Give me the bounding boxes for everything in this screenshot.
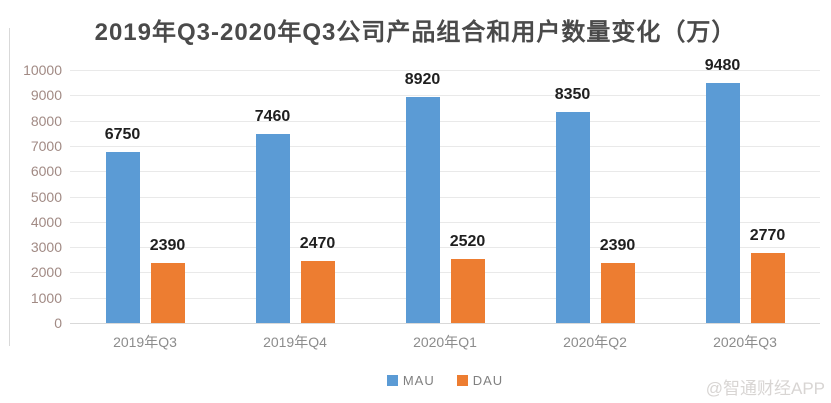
mau-value-label: 7460 (254, 108, 291, 126)
gridline (70, 145, 820, 147)
dau-bar: 2520 (450, 233, 485, 323)
dau-value-label: 2390 (599, 236, 636, 254)
y-tick-label: 5000 (30, 188, 62, 205)
x-axis: 2019年Q3 2019年Q4 2020年Q1 2020年Q2 2020年Q3 (70, 332, 820, 352)
gridline (70, 95, 820, 97)
bar-group: 9480 2770 (670, 57, 820, 323)
x-tick-label: 2019年Q3 (113, 334, 177, 350)
x-tick-label: 2020年Q2 (563, 334, 627, 350)
legend-label: DAU (472, 373, 504, 388)
y-axis: 0 1000 2000 3000 4000 5000 6000 7000 8000 9000 100… (0, 62, 62, 331)
bar-group: 6750 2390 (70, 70, 220, 323)
mau-bar: 6750 (105, 126, 140, 323)
y-tick-label: 9000 (30, 87, 62, 104)
dau-value-label: 2520 (449, 233, 486, 251)
y-tick-label: 4000 (30, 213, 62, 230)
gridline (70, 221, 820, 223)
y-tick-label: 0 (54, 315, 62, 331)
legend-swatch-mau (386, 375, 398, 386)
y-tick-label: 8000 (30, 112, 62, 129)
mau-value-label: 8350 (554, 85, 591, 103)
bar-pair: 9480 2770 (705, 57, 785, 323)
y-tick-label: 7000 (30, 137, 62, 154)
gridline (70, 171, 820, 173)
dau-bar: 2470 (300, 235, 335, 323)
dau-bar: 2390 (600, 237, 635, 323)
gridline (70, 120, 820, 122)
mau-bar: 9480 (705, 57, 740, 323)
dau-bar: 2390 (150, 237, 185, 323)
x-tick-label: 2020年Q1 (413, 334, 477, 350)
plot-area: 6750 2390 7460 2470 8920 2520 8350 2390 9480 2770 (70, 57, 820, 324)
mau-bar: 8350 (555, 86, 590, 323)
chart-title: 2019年Q3-2020年Q3公司产品组合和用户数量变化（万） (94, 19, 737, 46)
x-tick-label: 2019年Q4 (263, 334, 327, 350)
bar-group: 8920 2520 (370, 70, 520, 323)
bar-group: 8350 2390 (520, 70, 670, 323)
chart-left-border (9, 28, 10, 346)
legend-item-mau: MAU (386, 373, 435, 388)
bar-pair: 8920 2520 (405, 71, 485, 323)
watermark: @智通财经APP (705, 379, 825, 398)
dau-value-label: 2390 (149, 236, 186, 254)
y-tick-label: 3000 (30, 239, 62, 256)
y-tick-label: 6000 (30, 163, 62, 180)
mau-bar: 8920 (405, 71, 440, 323)
mau-value-label: 6750 (104, 126, 141, 144)
y-tick-label: 10000 (23, 62, 62, 78)
legend-label: MAU (402, 373, 435, 388)
gridline (70, 297, 820, 299)
bar-group: 7460 2470 (220, 70, 370, 323)
legend-item-dau: DAU (456, 373, 504, 388)
bar-pair: 6750 2390 (105, 126, 185, 323)
bar-pair: 8350 2390 (555, 86, 635, 323)
y-tick-label: 1000 (30, 289, 62, 306)
mau-value-label: 8920 (404, 71, 441, 89)
dau-value-label: 2470 (299, 234, 336, 252)
gridline (70, 247, 820, 249)
y-tick-label: 2000 (30, 264, 62, 281)
gridline (70, 70, 820, 71)
dau-value-label: 2770 (749, 226, 786, 244)
dau-bar: 2770 (750, 227, 785, 323)
legend: MAU DAU (70, 373, 820, 388)
gridline (70, 272, 820, 274)
mau-value-label: 9480 (704, 57, 741, 75)
x-tick-label: 2020年Q3 (713, 334, 777, 350)
legend-swatch-dau (456, 375, 468, 386)
bar-groups: 6750 2390 7460 2470 8920 2520 8350 2390 9480 2770 (70, 57, 820, 323)
gridline (70, 196, 820, 198)
bar-pair: 7460 2470 (255, 108, 335, 323)
mau-bar: 7460 (255, 108, 290, 323)
